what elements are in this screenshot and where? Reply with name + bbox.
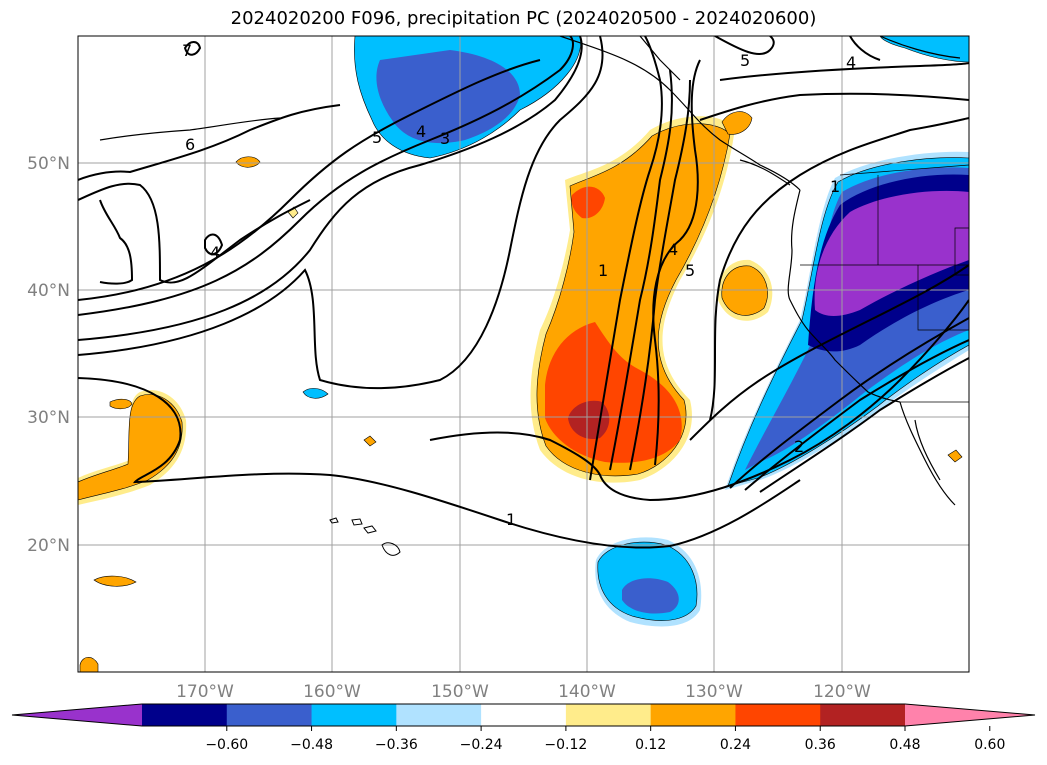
shade-north-strip [879,36,969,63]
colorbar-tick-label: 0.60 [974,737,1005,753]
lon-label: 130°W [685,682,743,702]
longitude-labels: 170°W 160°W 150°W 140°W 130°W 120°W [176,682,871,702]
colorbar-tick-label: 0.12 [635,737,666,753]
colorbar-tick-label: −0.48 [290,737,333,753]
shade-coastal-orange [721,265,768,316]
latitude-labels: 50°N 40°N 30°N 20°N [27,154,70,556]
contour-label: 3 [440,129,450,148]
shade-plume-red-north [571,186,605,219]
shade-dot-1 [235,156,261,168]
contour-label: 5 [372,128,382,147]
shade-western-us-purple [814,190,969,316]
shade-dot-6 [79,657,99,672]
shade-dot-4 [363,435,377,447]
coastlines [99,36,961,506]
colorbar-segment [650,704,736,726]
shade-bc-positive [721,111,753,135]
colorbar-segment [226,704,313,726]
shade-west-orange [78,394,183,501]
shaded-anomaly-layer [78,36,969,672]
shade-west-small [109,398,133,410]
lat-label: 50°N [27,154,70,174]
contour-label: 4 [210,243,220,262]
hawaii-islands [329,517,401,556]
colorbar-tick-label: 0.36 [805,737,836,753]
colorbar-tick-label: −0.24 [460,737,503,753]
contour-label: 1 [506,510,516,529]
contour-label: 5 [685,261,695,280]
colorbar-extend-high [905,704,1035,726]
contour-label: 1 [598,261,608,280]
colorbar: −0.60 −0.48 −0.36 −0.24 −0.12 0.12 0.24 0.36 0.4… [11,703,1036,753]
contour-lines [78,36,969,549]
map-title: 2024020200 F096, precipitation PC (20240… [230,8,817,29]
colorbar-segment [565,704,652,726]
lat-label: 30°N [27,408,70,428]
colorbar-tick-label: −0.36 [375,737,418,753]
shade-dot-3 [302,388,329,399]
colorbar-segment [311,704,397,726]
lon-label: 170°W [176,682,234,702]
colorbar-extend-low [12,704,142,726]
contour-label: 4 [416,122,426,141]
lat-label: 20°N [27,536,70,556]
plot-frame [77,35,970,673]
colorbar-segment [820,704,906,726]
lon-label: 140°W [558,682,616,702]
contour-label: 7 [182,41,192,60]
colorbar-tick-label: 0.48 [889,737,920,753]
colorbar-segment [481,704,567,726]
contour-label: 6 [185,135,195,154]
shade-hawaii-dark [622,578,679,614]
lat-label: 40°N [27,281,70,301]
colorbar-tick-label: 0.24 [720,737,751,753]
shade-dot-7 [947,449,963,463]
lon-label: 150°W [431,682,489,702]
colorbar-segment [396,704,482,726]
contour-label: 5 [740,51,750,70]
colorbar-tick-label: −0.60 [205,737,248,753]
colorbar-tick-label: −0.12 [544,737,587,753]
lon-label: 120°W [813,682,871,702]
colorbar-segment [735,704,821,726]
colorbar-segment [142,704,228,726]
contour-label: 2 [794,437,804,456]
lon-label: 160°W [303,682,361,702]
contour-label: 1 [830,177,840,196]
borders [800,164,969,403]
shade-dot-5 [93,575,137,587]
contour-label: 4 [846,53,856,72]
contour-label: 4 [668,240,678,259]
contour-labels: 7 6 5 4 3 5 4 1 5 4 1 2 1 4 [182,41,856,529]
colorbar-outline [11,703,1036,727]
